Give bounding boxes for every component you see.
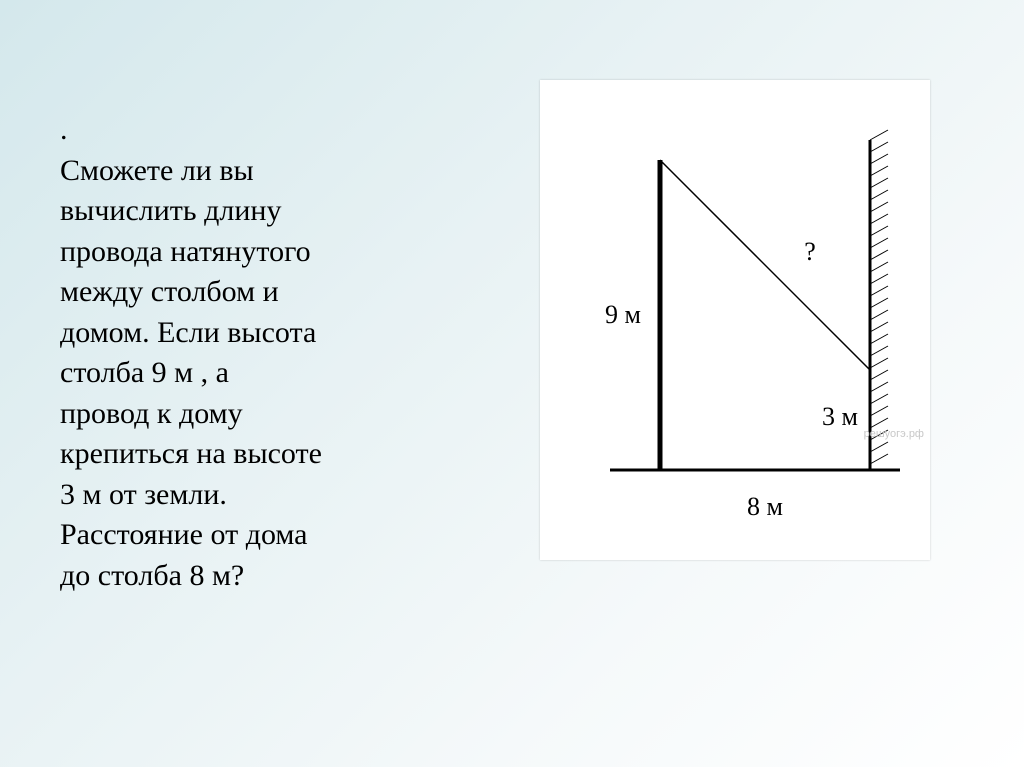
svg-text:?: ? <box>804 237 816 266</box>
text-line: вычислить длину <box>60 191 400 232</box>
text-dot: . <box>60 110 400 151</box>
svg-text:9 м: 9 м <box>605 300 641 329</box>
text-line: провода натянутого <box>60 232 400 273</box>
svg-text:3 м: 3 м <box>822 402 858 431</box>
diagram-svg: 9 м 3 м 8 м? <box>540 80 930 560</box>
watermark: решуогэ.рф <box>864 428 924 440</box>
text-line: между столбом и <box>60 272 400 313</box>
text-line: 3 м от земли. <box>60 475 400 516</box>
slide: . Сможете ли вы вычислить длину провода … <box>0 0 1024 767</box>
text-line: Сможете ли вы <box>60 151 400 192</box>
diagram-figure: 9 м 3 м 8 м? решуогэ.рф <box>540 80 930 560</box>
svg-text:8 м: 8 м <box>747 492 783 521</box>
problem-text: . Сможете ли вы вычислить длину провода … <box>60 110 400 596</box>
text-line: столба 9 м , а <box>60 353 400 394</box>
text-line: провод к дому <box>60 394 400 435</box>
text-line: домом. Если высота <box>60 313 400 354</box>
text-line: Расстояние от дома <box>60 515 400 556</box>
text-line: крепиться на высоте <box>60 434 400 475</box>
text-line: до столба 8 м? <box>60 556 400 597</box>
